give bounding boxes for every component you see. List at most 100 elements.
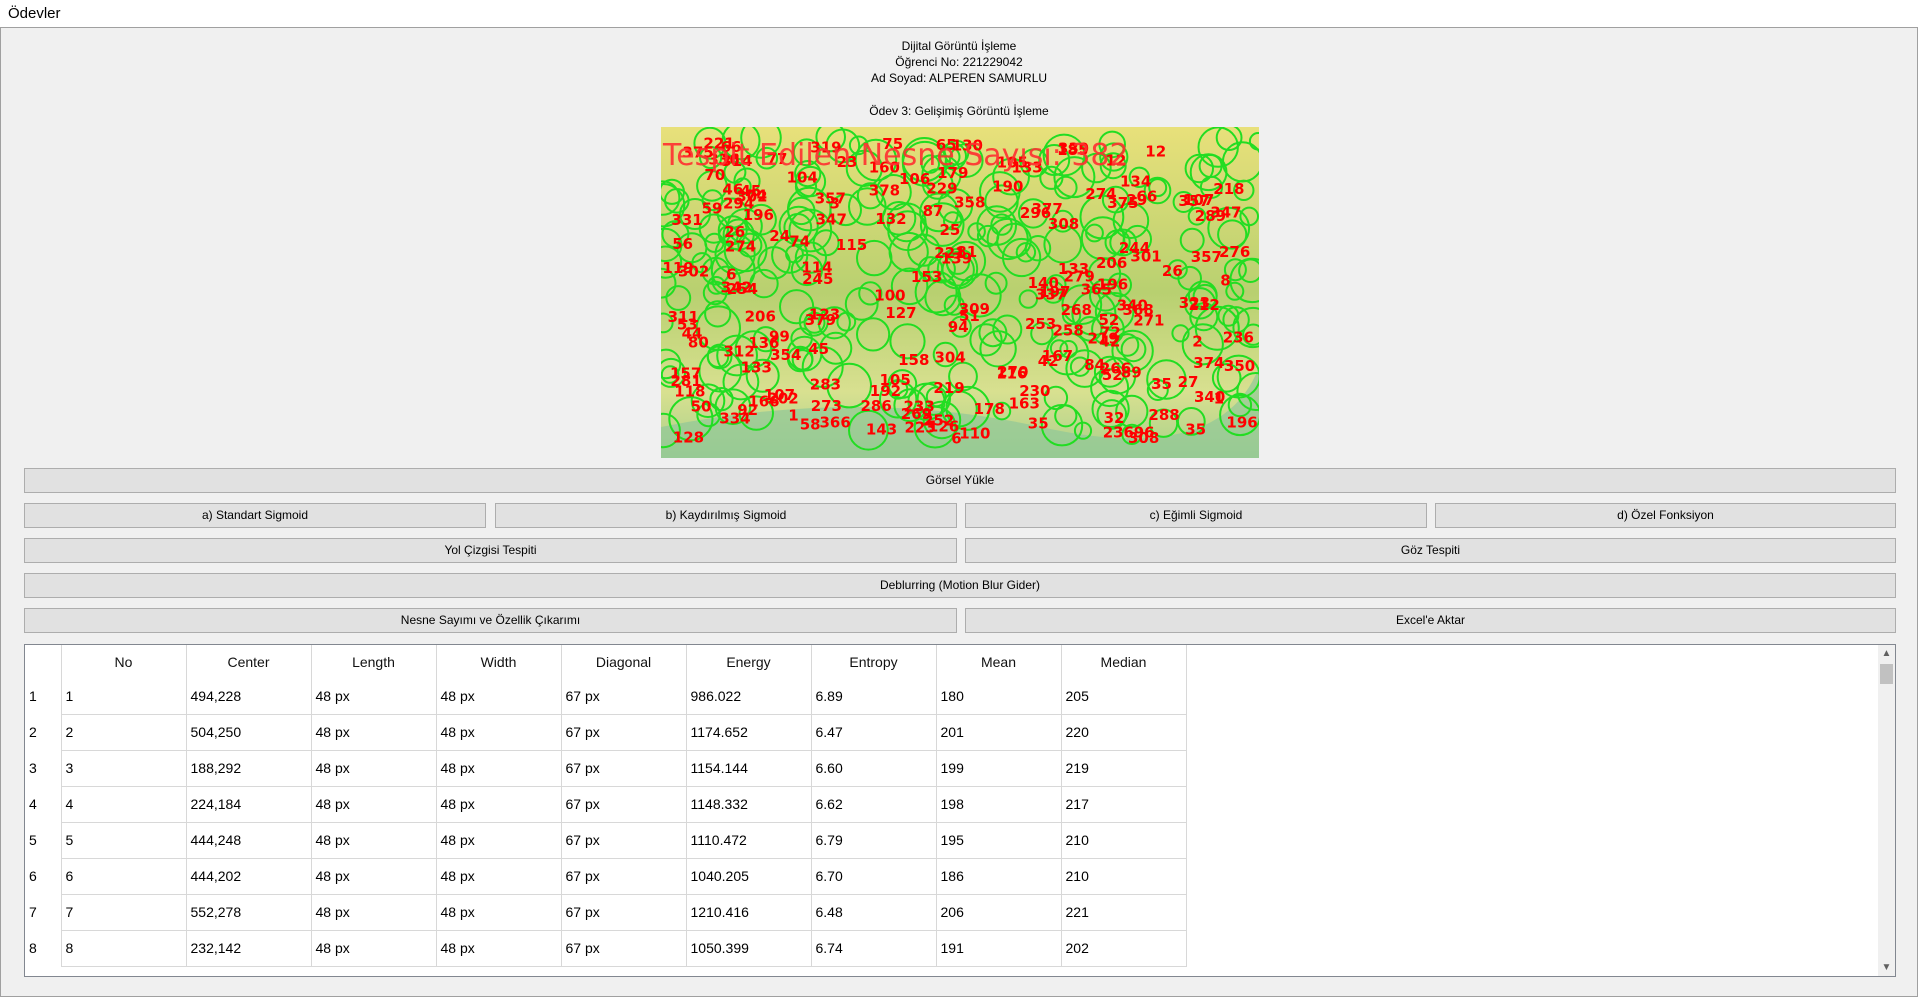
shifted-sigmoid-button[interactable]: b) Kaydırılmış Sigmoid: [495, 503, 957, 528]
table-cell[interactable]: 6.79: [811, 822, 937, 859]
table-cell[interactable]: 48 px: [311, 714, 437, 751]
table-cell[interactable]: 220: [1061, 714, 1187, 751]
table-cell[interactable]: 191: [936, 930, 1062, 967]
table-cell[interactable]: 206: [936, 894, 1062, 931]
lane-detection-button[interactable]: Yol Çizgisi Tespiti: [24, 538, 957, 563]
column-header-length[interactable]: Length: [311, 645, 437, 678]
table-cell[interactable]: 444,248: [186, 822, 312, 859]
table-row[interactable]: 8 8 232,142 48 px 48 px 67 px 1050.399 6.74 191 2…: [25, 930, 1187, 967]
deblur-button[interactable]: Deblurring (Motion Blur Gider): [24, 573, 1896, 598]
table-cell[interactable]: 6.60: [811, 750, 937, 787]
table-cell[interactable]: 1174.652: [686, 714, 812, 751]
table-cell[interactable]: 202: [1061, 930, 1187, 967]
table-cell[interactable]: 6.89: [811, 678, 937, 715]
column-header-mean[interactable]: Mean: [936, 645, 1062, 678]
table-cell[interactable]: 48 px: [436, 678, 562, 715]
table-cell[interactable]: 67 px: [561, 750, 687, 787]
table-cell[interactable]: 67 px: [561, 678, 687, 715]
table-cell[interactable]: 186: [936, 858, 1062, 895]
row-header[interactable]: 7: [25, 894, 62, 930]
column-header-median[interactable]: Median: [1061, 645, 1187, 678]
column-header-no[interactable]: No: [61, 645, 187, 678]
table-cell[interactable]: 6: [61, 858, 187, 895]
column-header-entropy[interactable]: Entropy: [811, 645, 937, 678]
table-cell[interactable]: 195: [936, 822, 1062, 859]
table-row[interactable]: 4 4 224,184 48 px 48 px 67 px 1148.332 6.62 198 2…: [25, 786, 1187, 823]
table-cell[interactable]: 1210.416: [686, 894, 812, 931]
table-cell[interactable]: 67 px: [561, 930, 687, 967]
table-cell[interactable]: 1148.332: [686, 786, 812, 823]
object-count-button[interactable]: Nesne Sayımı ve Özellik Çıkarımı: [24, 608, 957, 633]
table-row[interactable]: 3 3 188,292 48 px 48 px 67 px 1154.144 6.60 199 2…: [25, 750, 1187, 787]
table-cell[interactable]: 494,228: [186, 678, 312, 715]
table-cell[interactable]: 8: [61, 930, 187, 967]
row-header[interactable]: 8: [25, 930, 62, 966]
table-cell[interactable]: 67 px: [561, 858, 687, 895]
table-row[interactable]: 2 2 504,250 48 px 48 px 67 px 1174.652 6.47 201 2…: [25, 714, 1187, 751]
table-cell[interactable]: 201: [936, 714, 1062, 751]
table-cell[interactable]: 180: [936, 678, 1062, 715]
table-cell[interactable]: 48 px: [311, 786, 437, 823]
table-cell[interactable]: 48 px: [436, 894, 562, 931]
column-header-energy[interactable]: Energy: [686, 645, 812, 678]
table-cell[interactable]: 6.70: [811, 858, 937, 895]
row-header[interactable]: 5: [25, 822, 62, 858]
table-cell[interactable]: 6.48: [811, 894, 937, 931]
table-cell[interactable]: 205: [1061, 678, 1187, 715]
eye-detection-button[interactable]: Göz Tespiti: [965, 538, 1896, 563]
table-cell[interactable]: 67 px: [561, 714, 687, 751]
table-cell[interactable]: 48 px: [311, 678, 437, 715]
row-header[interactable]: 4: [25, 786, 62, 822]
table-cell[interactable]: 1110.472: [686, 822, 812, 859]
table-cell[interactable]: 1154.144: [686, 750, 812, 787]
standard-sigmoid-button[interactable]: a) Standart Sigmoid: [24, 503, 486, 528]
table-cell[interactable]: 48 px: [436, 822, 562, 859]
table-cell[interactable]: 67 px: [561, 894, 687, 931]
table-row[interactable]: 1 1 494,228 48 px 48 px 67 px 986.022 6.89 180 20…: [25, 678, 1187, 715]
table-cell[interactable]: 48 px: [311, 930, 437, 967]
table-cell[interactable]: 1: [61, 678, 187, 715]
table-row[interactable]: 7 7 552,278 48 px 48 px 67 px 1210.416 6.48 206 2…: [25, 894, 1187, 931]
table-cell[interactable]: 67 px: [561, 786, 687, 823]
table-cell[interactable]: 198: [936, 786, 1062, 823]
column-header-center[interactable]: Center: [186, 645, 312, 678]
table-cell[interactable]: 210: [1061, 822, 1187, 859]
scroll-thumb[interactable]: [1880, 664, 1893, 684]
table-cell[interactable]: 188,292: [186, 750, 312, 787]
table-cell[interactable]: 224,184: [186, 786, 312, 823]
scroll-down-icon[interactable]: ▼: [1881, 962, 1892, 973]
column-header-width[interactable]: Width: [436, 645, 562, 678]
table-cell[interactable]: 48 px: [311, 894, 437, 931]
table-cell[interactable]: 48 px: [311, 858, 437, 895]
table-cell[interactable]: 444,202: [186, 858, 312, 895]
table-cell[interactable]: 48 px: [436, 930, 562, 967]
row-header[interactable]: 6: [25, 858, 62, 894]
features-table[interactable]: No Center Length Width Diagonal Energy Entropy…: [24, 644, 1896, 977]
table-cell[interactable]: 48 px: [311, 750, 437, 787]
table-cell[interactable]: 67 px: [561, 822, 687, 859]
scroll-up-icon[interactable]: ▲: [1881, 648, 1892, 659]
table-cell[interactable]: 1050.399: [686, 930, 812, 967]
table-cell[interactable]: 221: [1061, 894, 1187, 931]
table-cell[interactable]: 219: [1061, 750, 1187, 787]
custom-function-button[interactable]: d) Özel Fonksiyon: [1435, 503, 1896, 528]
column-header-diagonal[interactable]: Diagonal: [561, 645, 687, 678]
table-cell[interactable]: 504,250: [186, 714, 312, 751]
table-cell[interactable]: 210: [1061, 858, 1187, 895]
table-cell[interactable]: 5: [61, 822, 187, 859]
table-scrollbar[interactable]: ▲ ▼: [1878, 645, 1895, 976]
row-header[interactable]: 2: [25, 714, 62, 750]
table-cell[interactable]: 986.022: [686, 678, 812, 715]
export-excel-button[interactable]: Excel'e Aktar: [965, 608, 1896, 633]
table-cell[interactable]: 48 px: [311, 822, 437, 859]
table-cell[interactable]: 48 px: [436, 786, 562, 823]
table-cell[interactable]: 48 px: [436, 750, 562, 787]
row-header[interactable]: 1: [25, 678, 62, 714]
table-cell[interactable]: 48 px: [436, 714, 562, 751]
table-cell[interactable]: 2: [61, 714, 187, 751]
table-row[interactable]: 6 6 444,202 48 px 48 px 67 px 1040.205 6.70 186 2…: [25, 858, 1187, 895]
table-row[interactable]: 5 5 444,248 48 px 48 px 67 px 1110.472 6.79 195 2…: [25, 822, 1187, 859]
sloped-sigmoid-button[interactable]: c) Eğimli Sigmoid: [965, 503, 1427, 528]
table-cell[interactable]: 3: [61, 750, 187, 787]
table-cell[interactable]: 552,278: [186, 894, 312, 931]
